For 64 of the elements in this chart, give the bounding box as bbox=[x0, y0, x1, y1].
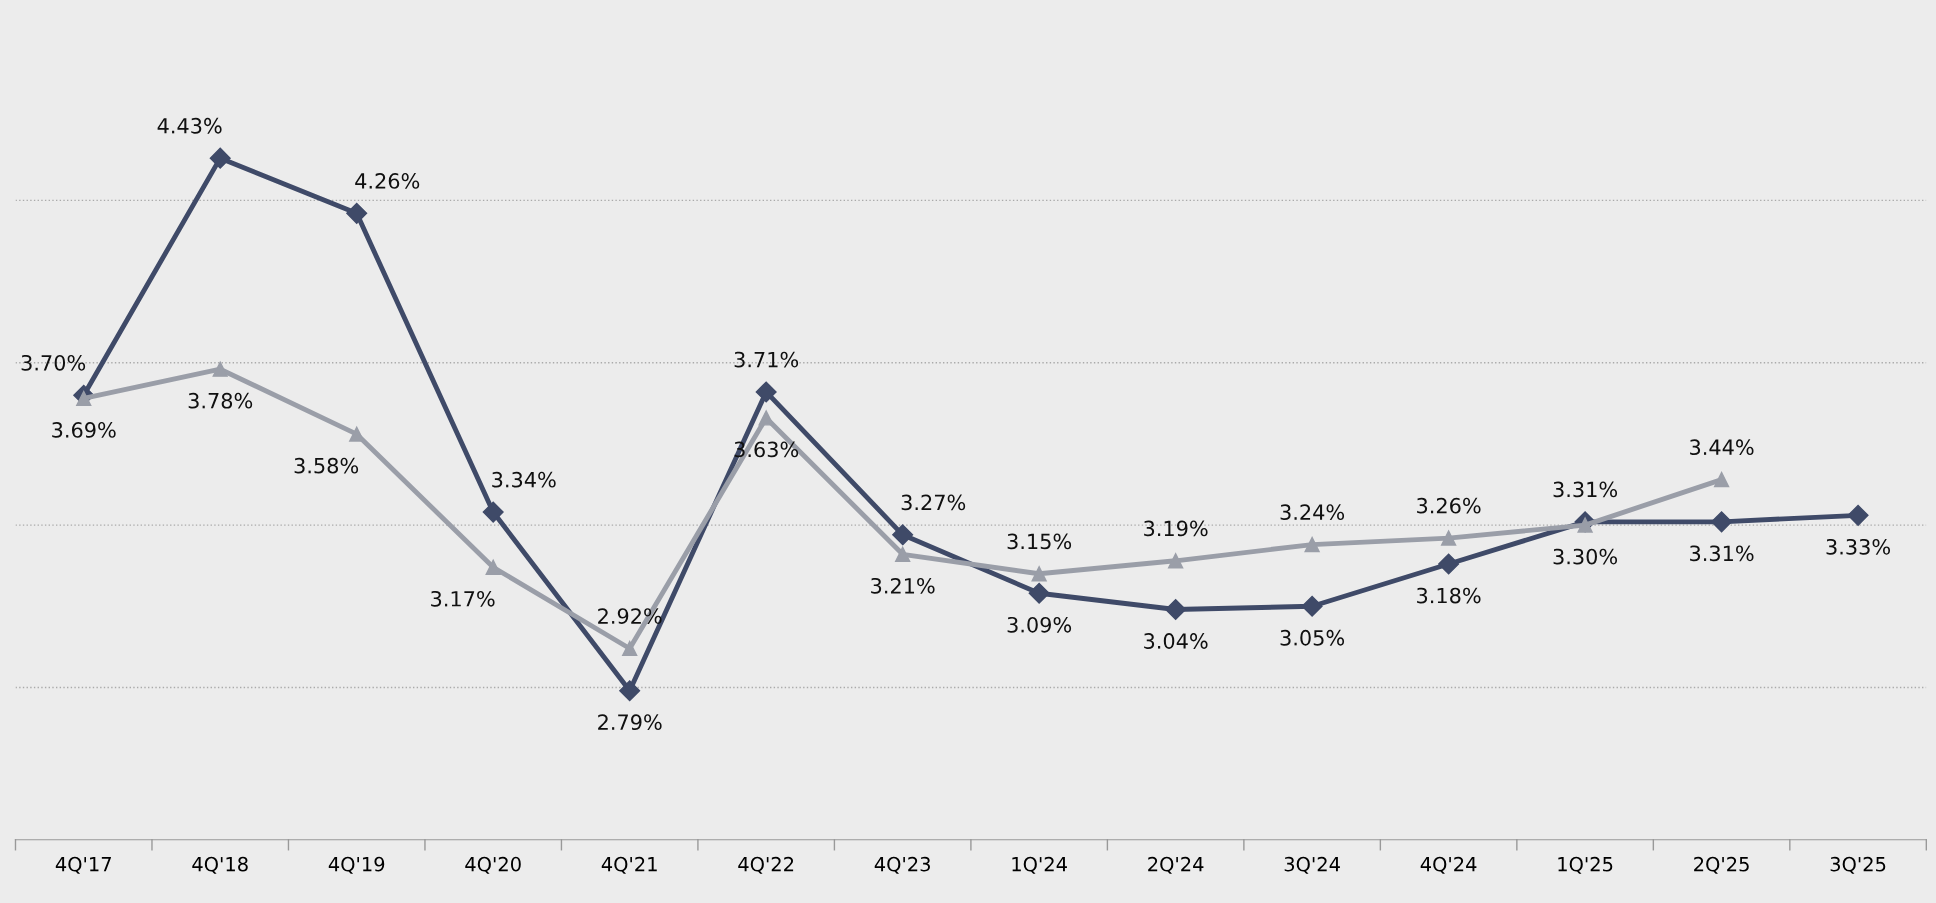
point bbox=[758, 410, 774, 426]
point bbox=[895, 546, 911, 562]
data-label: 3.21% bbox=[871, 577, 935, 594]
point bbox=[1028, 582, 1050, 604]
point bbox=[1711, 511, 1733, 533]
data-label: 3.24% bbox=[1280, 504, 1345, 521]
data-label: 3.30% bbox=[1553, 548, 1618, 565]
data-label: 3.58% bbox=[294, 457, 359, 474]
point bbox=[1167, 553, 1184, 569]
data-label: 3.15% bbox=[1007, 533, 1072, 550]
point bbox=[1031, 566, 1047, 582]
point bbox=[485, 559, 501, 575]
point bbox=[1847, 504, 1869, 526]
data-label: 3.04% bbox=[1144, 633, 1208, 649]
x-tick-label: 4Q'18 bbox=[192, 856, 248, 874]
data-label: 3.44% bbox=[1690, 439, 1754, 456]
point bbox=[1713, 471, 1730, 488]
data-label: 3.05% bbox=[1280, 629, 1345, 646]
data-label: 4.26% bbox=[355, 173, 420, 189]
x-tick-label: 3Q'25 bbox=[1830, 856, 1886, 874]
point bbox=[1301, 595, 1323, 617]
point bbox=[346, 202, 368, 224]
data-label: 3.33% bbox=[1826, 538, 1891, 555]
point bbox=[892, 524, 914, 546]
data-label: 3.18% bbox=[1417, 587, 1481, 604]
x-tick-label: 4Q'23 bbox=[874, 856, 930, 874]
point bbox=[482, 501, 504, 523]
x-tick-label: 2Q'25 bbox=[1694, 856, 1749, 874]
x-tick-label: 4Q'19 bbox=[328, 856, 385, 874]
x-tick-label: 4Q'17 bbox=[55, 856, 111, 874]
data-label: 3.27% bbox=[901, 494, 966, 511]
x-tick-label: 2Q'24 bbox=[1148, 856, 1204, 874]
point bbox=[212, 361, 228, 377]
x-tick-label: 4Q'22 bbox=[738, 856, 794, 874]
x-tick-label: 3Q'24 bbox=[1284, 856, 1340, 874]
data-label: 2.79% bbox=[598, 714, 662, 731]
x-tick-label: 1Q'24 bbox=[1012, 856, 1067, 874]
x-tick-label: 4Q'21 bbox=[601, 856, 657, 874]
data-label: 3.70% bbox=[21, 354, 86, 371]
point bbox=[755, 381, 777, 403]
point bbox=[1165, 598, 1187, 621]
data-label: 3.78% bbox=[188, 392, 253, 409]
x-tick-label: 4Q'24 bbox=[1420, 856, 1477, 874]
data-label: 3.34% bbox=[492, 471, 556, 488]
point bbox=[349, 426, 365, 442]
point bbox=[619, 680, 641, 702]
data-label: 4.43% bbox=[157, 117, 222, 134]
x-tick-label: 1Q'25 bbox=[1558, 856, 1613, 874]
point bbox=[209, 147, 231, 169]
point bbox=[1438, 553, 1460, 575]
data-label: 2.92% bbox=[598, 608, 662, 624]
point bbox=[76, 390, 92, 407]
data-label: 3.17% bbox=[431, 590, 495, 607]
point bbox=[1304, 536, 1320, 553]
data-label: 3.69% bbox=[52, 422, 116, 438]
data-label: 3.31% bbox=[1553, 481, 1618, 498]
point bbox=[1440, 530, 1457, 546]
x-tick-label: 4Q'20 bbox=[465, 856, 521, 874]
data-label: 3.26% bbox=[1417, 497, 1481, 514]
data-label: 3.31% bbox=[1690, 545, 1754, 562]
data-label: 3.71% bbox=[734, 351, 799, 368]
data-label: 3.09% bbox=[1007, 616, 1072, 633]
data-label: 3.19% bbox=[1144, 520, 1208, 537]
point bbox=[622, 640, 638, 657]
